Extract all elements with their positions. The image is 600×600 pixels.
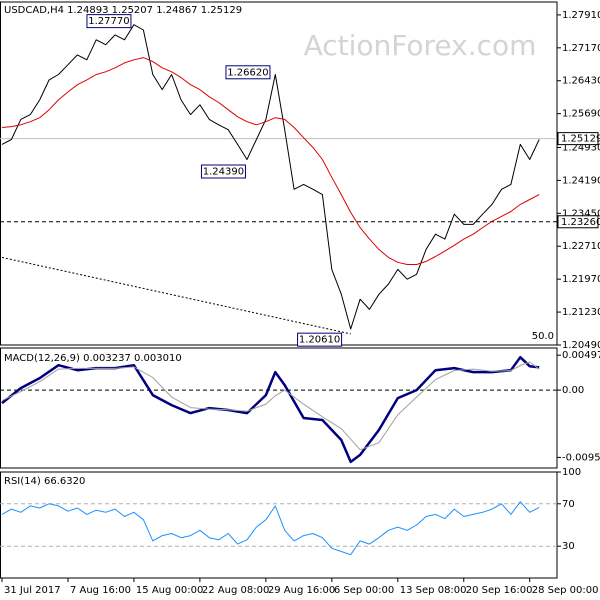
annotation-box	[200, 164, 246, 179]
panel-border	[0, 1, 558, 346]
x-tick-label: 31 Jul 2017	[4, 585, 61, 596]
y-tick-label: 1.23450	[562, 208, 600, 219]
annotation-label: 1.20610	[299, 335, 340, 346]
y-tick-label: 1.24930	[562, 142, 600, 153]
macd-title: MACD(12,26,9) 0.003237 0.003010	[4, 353, 182, 364]
x-tick-label: 20 Sep 16:00	[466, 585, 533, 596]
y-tick-label: 1.25690	[562, 109, 600, 120]
x-tick-label: 28 Sep 00:00	[532, 585, 599, 596]
x-tick-label: 7 Aug 16:00	[70, 585, 131, 596]
annotation-box	[297, 332, 343, 347]
y-tick-label: 1.21970	[562, 274, 600, 285]
annotation-label: 1.24390	[203, 166, 244, 177]
y-tick-label: 1.22710	[562, 241, 600, 252]
x-tick-label: 13 Sep 08:00	[400, 585, 467, 596]
y-tick-label: 0.004974	[562, 350, 600, 361]
y-tick-label: 1.27910	[562, 10, 600, 21]
y-tick-label: 1.26430	[562, 76, 600, 87]
annotation-label: 1.26620	[227, 67, 268, 78]
series-line	[1, 501, 540, 556]
x-tick-label: 6 Sep 00:00	[334, 585, 394, 596]
chart-title: USDCAD,H4 1.24893 1.25207 1.24867 1.2512…	[4, 5, 242, 16]
y-tick-label: -0.009591	[562, 452, 600, 463]
panel-border	[0, 347, 558, 469]
series-line	[1, 355, 540, 464]
annotation-box	[86, 14, 132, 29]
annotation-box	[225, 65, 271, 80]
annotation-label: 1.27770	[88, 16, 129, 27]
series-line	[1, 361, 540, 451]
y-tick-label: 30	[562, 541, 575, 552]
x-tick-label: 29 Aug 16:00	[268, 585, 335, 596]
price-box	[557, 215, 599, 229]
y-tick-label: 1.24190	[562, 175, 600, 186]
panel-border	[0, 471, 558, 579]
series-line	[1, 24, 540, 330]
y-tick-label: 1.20490	[562, 340, 600, 351]
corner-label: 50.0	[532, 331, 554, 342]
watermark: ActionForex.com	[304, 29, 537, 62]
y-tick-label: 1.21230	[562, 307, 600, 318]
y-tick-label: 100	[562, 467, 581, 478]
series-line	[1, 57, 540, 265]
y-tick-label: 1.27170	[562, 43, 600, 54]
y-tick-label: 70	[562, 499, 575, 510]
x-tick-label: 22 Aug 08:00	[202, 585, 269, 596]
price-label: 1.25129	[561, 134, 600, 145]
rsi-title: RSI(14) 66.6320	[4, 476, 85, 487]
x-tick-label: 15 Aug 00:00	[136, 585, 203, 596]
y-tick-label: 0.00	[562, 385, 584, 396]
price-box	[557, 132, 599, 146]
price-label: 1.23260	[561, 217, 600, 228]
series-line	[1, 256, 351, 335]
